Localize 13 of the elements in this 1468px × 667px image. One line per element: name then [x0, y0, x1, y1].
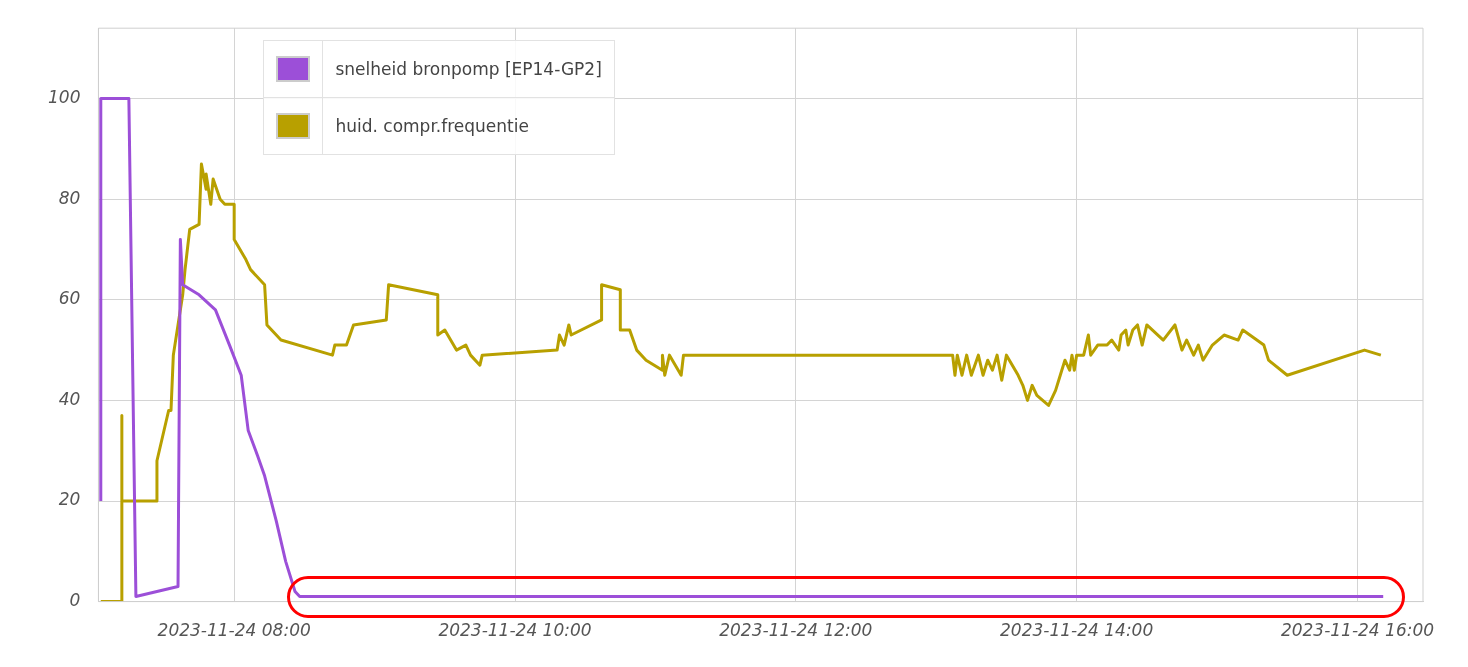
- legend-label: snelheid bronpomp [EP14-GP2]: [322, 40, 615, 98]
- y-tick-label: 40: [58, 388, 81, 409]
- y-tick-label: 20: [58, 489, 81, 510]
- x-tick-label: 2023-11-24 12:00: [719, 620, 873, 641]
- y-tick-label: 100: [47, 87, 81, 108]
- x-tick-label: 2023-11-24 10:00: [438, 620, 592, 641]
- y-tick-label: 60: [58, 288, 81, 309]
- legend-label: huid. compr.frequentie: [322, 97, 615, 155]
- x-tick-label: 2023-11-24 08:00: [157, 620, 311, 641]
- x-tick-label: 2023-11-24 14:00: [1000, 620, 1154, 641]
- x-tick-label: 2023-11-24 16:00: [1280, 620, 1435, 641]
- y-tick-label: 0: [69, 590, 81, 611]
- y-tick-label: 80: [58, 187, 81, 208]
